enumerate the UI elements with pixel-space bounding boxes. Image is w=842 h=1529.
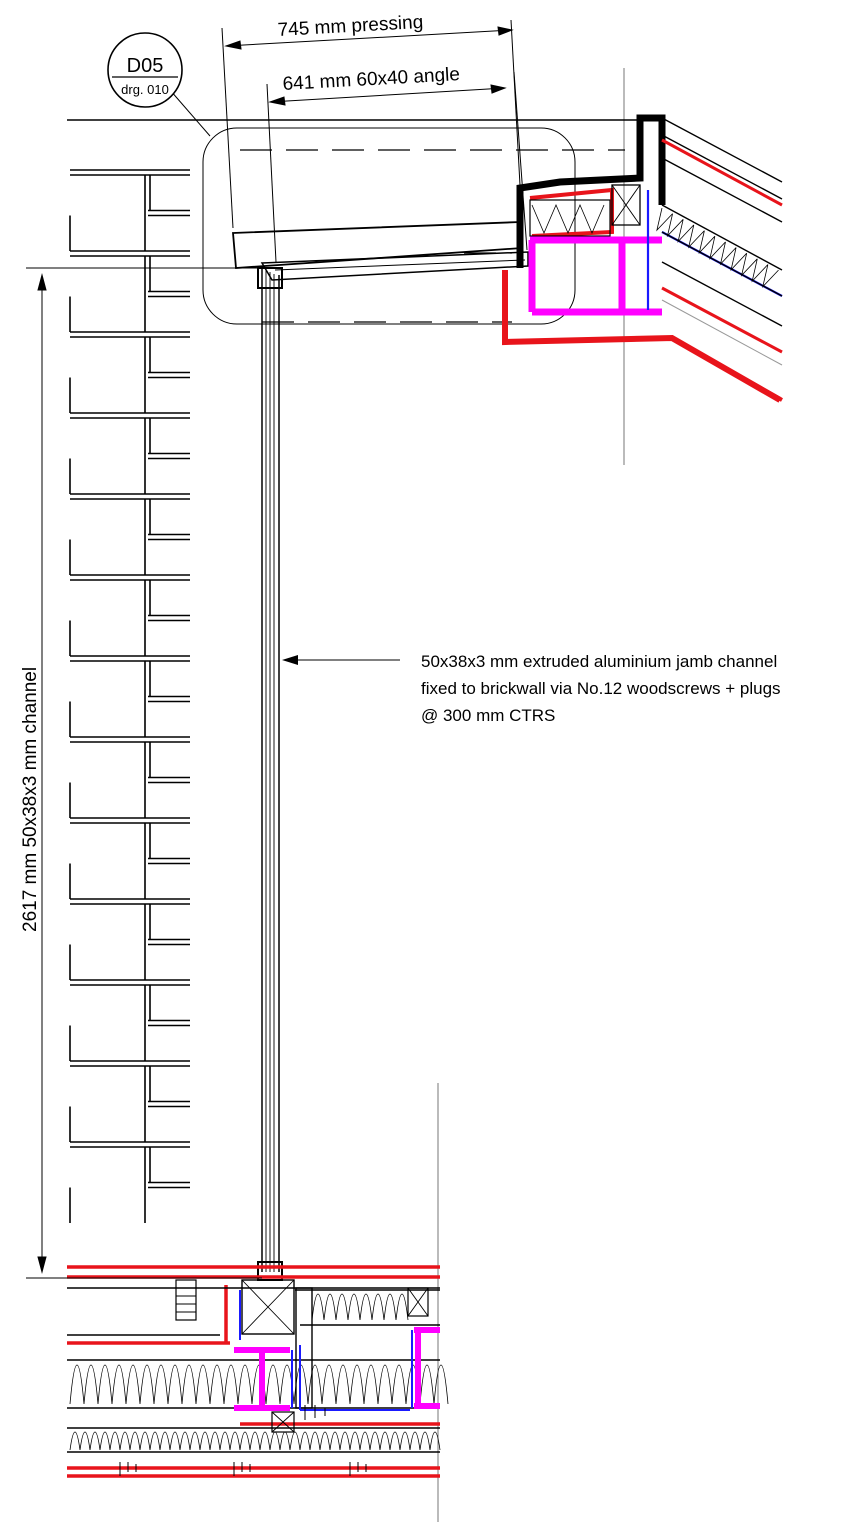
detail-marker-ref: D05 — [127, 55, 164, 77]
head-detail — [67, 114, 783, 403]
dimension-pressing — [221, 19, 523, 229]
dimension-channel-height-label: 2617 mm 50x38x3 mm channel — [20, 667, 41, 932]
detail-callout-outline — [202, 127, 576, 325]
dimension-angle-label: 641 mm 60x40 angle — [282, 64, 460, 95]
dimension-angle — [266, 71, 528, 263]
membrane-head — [502, 270, 782, 403]
note-line-3: @ 300 mm CTRS — [421, 706, 555, 725]
roof-buildup — [661, 117, 783, 327]
angle-section — [260, 251, 529, 281]
brick-wall — [69, 169, 190, 1223]
note-line-1: 50x38x3 mm extruded aluminium jamb chann… — [421, 652, 777, 671]
jamb-channel — [257, 267, 283, 1281]
brick-courses — [69, 169, 190, 1223]
steel-beam — [528, 236, 662, 316]
detail-marker-drawing: drg. 010 — [121, 82, 169, 97]
note-line-2: fixed to brickwall via No.12 woodscrews … — [421, 679, 781, 698]
dimension-channel-height — [26, 267, 262, 1279]
floor-detail — [67, 1265, 449, 1478]
note-leader — [282, 655, 400, 665]
detail-marker: D05 drg. 010 — [107, 32, 211, 137]
